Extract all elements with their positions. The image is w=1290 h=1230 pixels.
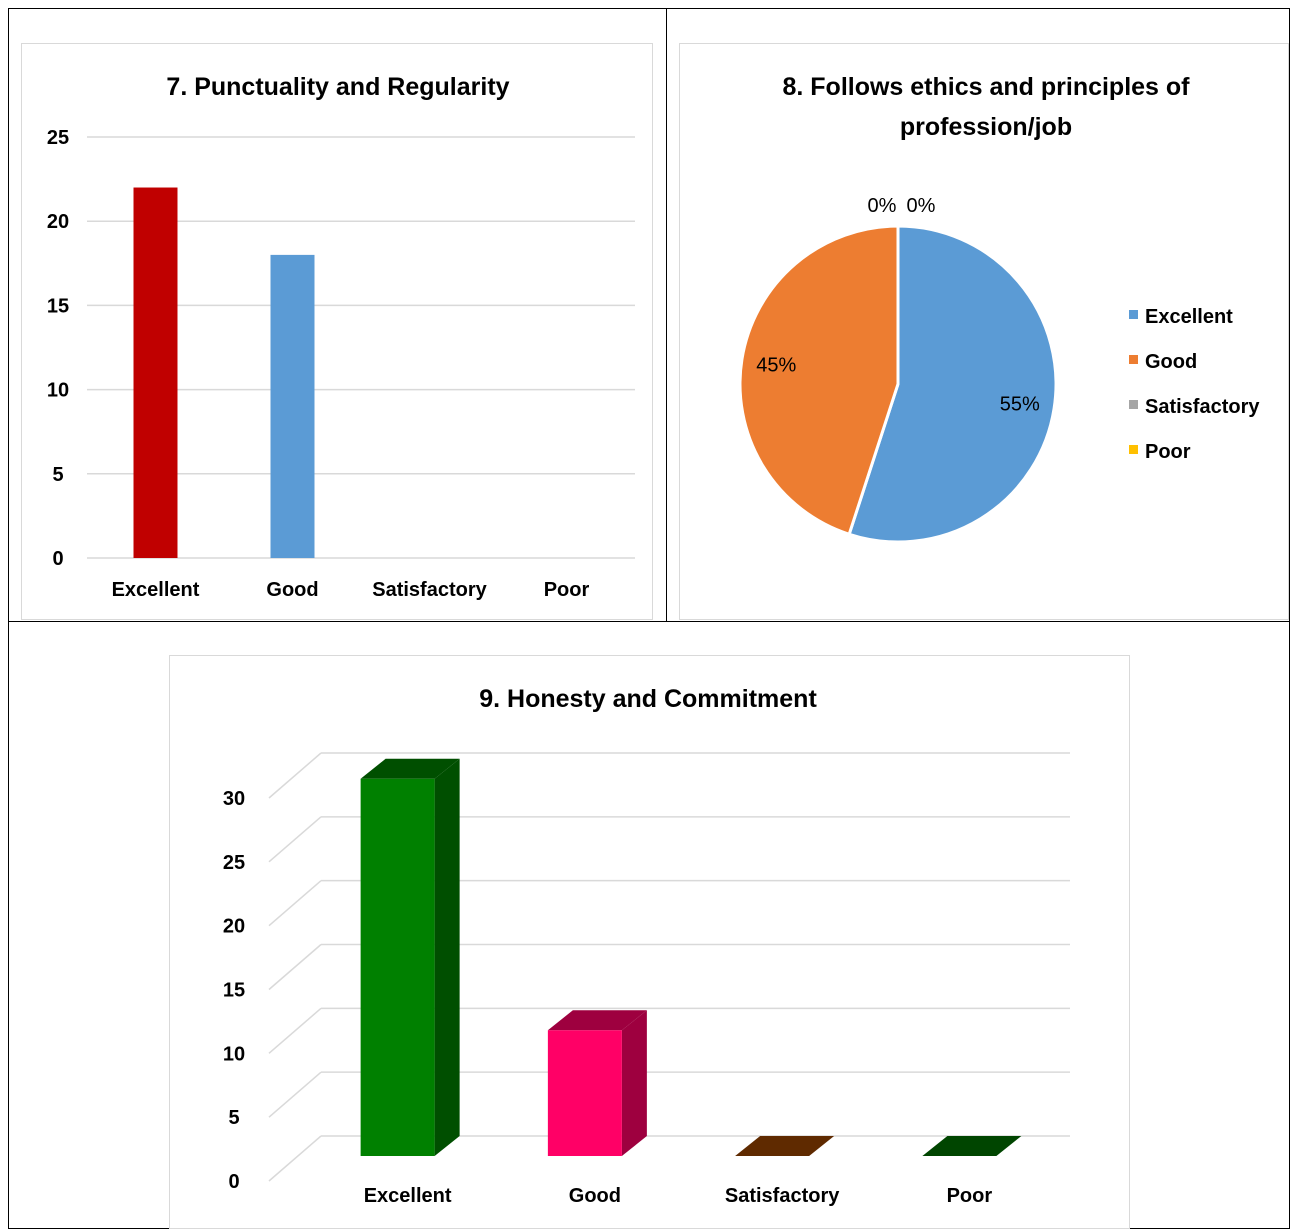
y-tick-label: 25 <box>47 127 69 149</box>
slice-label: 0% <box>907 195 936 217</box>
y-tick-label: 30 <box>223 788 245 810</box>
gridline-side <box>268 1135 322 1182</box>
slice-good <box>738 224 900 537</box>
bar-top-face <box>922 1136 1022 1156</box>
legend-label: Poor <box>1145 441 1191 463</box>
bar-side-face <box>621 1010 647 1156</box>
legend-swatch <box>1129 445 1138 454</box>
bar-top-face <box>735 1136 835 1156</box>
gridline-side <box>268 943 322 991</box>
bar-front-face <box>360 778 435 1156</box>
chart-punctuality: 7. Punctuality and Regularity 0 5 10 15 20 25… <box>21 43 653 620</box>
bar-good <box>547 1010 647 1156</box>
x-tick-label: Satisfactory <box>725 1185 840 1207</box>
legend-label: Satisfactory <box>1145 396 1260 418</box>
chart-title-line-1: 8. Follows ethics and principles of <box>782 73 1190 101</box>
y-tick-label: 25 <box>223 852 245 874</box>
x-tick-label: Good <box>266 579 318 601</box>
bar-good <box>270 254 315 558</box>
x-tick-label: Poor <box>947 1185 993 1207</box>
chart-ethics: 8. Follows ethics and principles of prof… <box>679 43 1289 620</box>
legend-swatch <box>1129 310 1138 319</box>
bar-side-face <box>434 758 460 1156</box>
gridline-side <box>268 1071 322 1118</box>
chart-honesty: 9. Honesty and Commitment 0 5 10 15 20 25 30 E… <box>169 655 1130 1229</box>
bar-front-face <box>547 1030 622 1156</box>
chart-title: 7. Punctuality and Regularity <box>166 73 509 101</box>
chart-title-line-2: profession/job <box>900 113 1072 141</box>
bar-excellent <box>360 758 460 1156</box>
gridline-side <box>268 1007 322 1054</box>
slice-excellent <box>847 224 1058 544</box>
y-tick-label: 0 <box>228 1171 239 1193</box>
chart-title: 9. Honesty and Commitment <box>479 685 817 713</box>
y-tick-label: 10 <box>47 380 69 402</box>
x-tick-label: Excellent <box>112 579 200 601</box>
x-tick-label: Good <box>569 1185 621 1207</box>
gridline-side <box>268 880 322 927</box>
chart-ethics-svg: 8. Follows ethics and principles of prof… <box>738 73 1260 544</box>
bar-satisfactory <box>735 1136 835 1156</box>
gridline-side <box>268 816 322 863</box>
y-tick-label: 5 <box>52 464 63 486</box>
x-tick-label: Satisfactory <box>372 579 487 601</box>
legend-label: Excellent <box>1145 306 1233 328</box>
legend-swatch <box>1129 355 1138 364</box>
x-tick-label: Poor <box>544 579 590 601</box>
x-tick-label: Excellent <box>364 1185 452 1207</box>
bar-poor <box>922 1136 1022 1156</box>
chart-punctuality-svg: 7. Punctuality and Regularity 0 5 10 15 20 25… <box>47 73 635 601</box>
legend-label: Good <box>1145 351 1197 373</box>
y-tick-label: 0 <box>52 548 63 570</box>
slice-label: 55% <box>1000 393 1040 415</box>
legend-swatch <box>1129 400 1138 409</box>
bar-top-face <box>360 758 460 779</box>
gridline-side <box>268 752 322 799</box>
y-tick-label: 15 <box>47 295 69 317</box>
y-tick-label: 20 <box>223 916 245 938</box>
y-tick-label: 5 <box>228 1107 239 1129</box>
slice-label: 0% <box>868 195 897 217</box>
chart-honesty-svg: 9. Honesty and Commitment 0 5 10 15 20 25 30 E… <box>223 685 1070 1207</box>
y-tick-label: 15 <box>223 980 245 1002</box>
bar-excellent <box>133 187 178 558</box>
y-tick-label: 10 <box>223 1043 245 1065</box>
y-tick-label: 20 <box>47 211 69 233</box>
slice-label: 45% <box>756 355 796 377</box>
bar-top-face <box>547 1010 647 1031</box>
